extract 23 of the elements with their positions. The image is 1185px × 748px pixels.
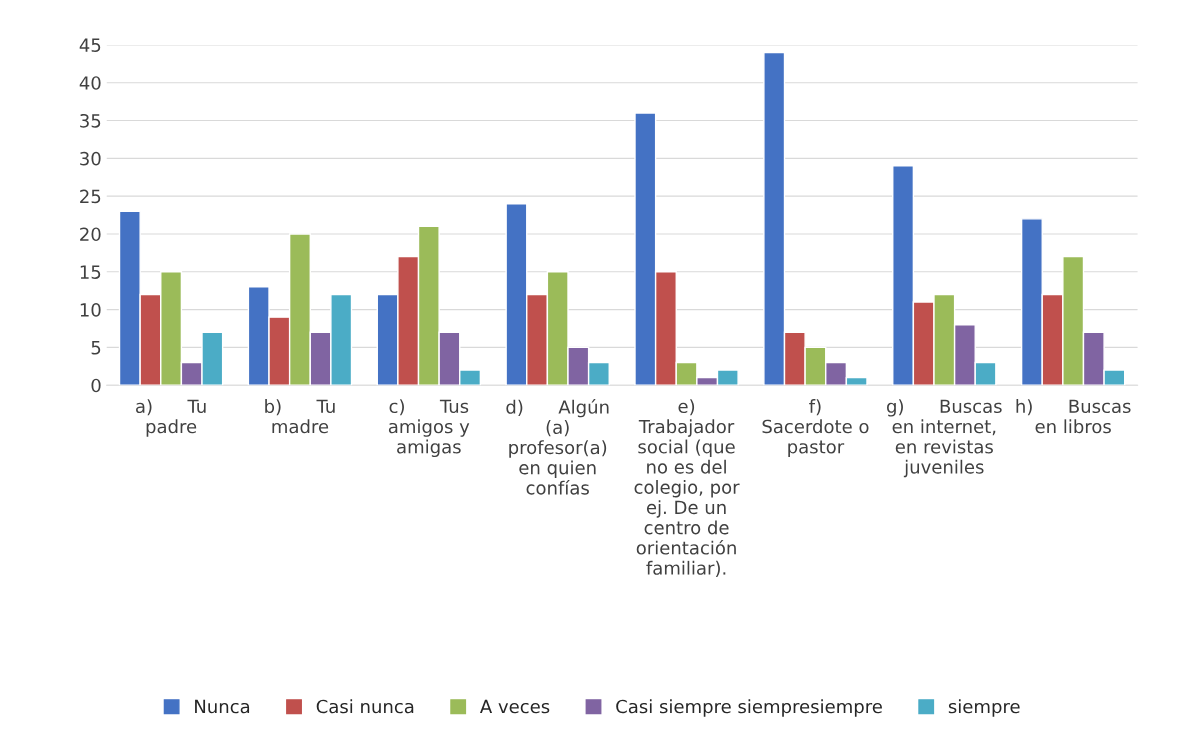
x-tick-label: f) Sacerdote o pastor — [762, 399, 869, 458]
legend-label: A veces — [479, 699, 550, 714]
x-tick-label: c) Tus amigos y amigas — [388, 399, 470, 458]
x-tick-label: g) Buscas en internet, en revistas juveniles — [887, 399, 1002, 478]
x-tick-label: b) Tu madre — [265, 399, 335, 434]
x-tick-label: a) Tu padre — [136, 399, 206, 437]
legend-label: siempre — [948, 699, 1020, 717]
y-tick-label: 0 — [91, 378, 101, 393]
y-tick-label: 10 — [80, 303, 101, 317]
legend-label: Casi nunca — [316, 699, 414, 714]
x-tick-label: h) Buscas en libros — [1016, 399, 1131, 434]
y-tick-label: 25 — [80, 189, 101, 204]
y-tick-label: 45 — [79, 38, 101, 52]
y-tick-label: 5 — [91, 341, 101, 355]
category-label: e) Trabajador social (que no es del colegio, por ej. De un centro de orientación familiar). — [634, 399, 740, 577]
x-tick-label: d) Algún (a) profesor(a) en quien confías — [506, 399, 609, 495]
y-tick-label: 15 — [80, 265, 101, 279]
y-tick-label: 30 — [80, 151, 101, 166]
y-tick-label: 40 — [79, 76, 101, 90]
legend-label: Nunca — [195, 699, 250, 714]
y-tick-label: 20 — [80, 227, 101, 242]
y-tick-label: 35 — [80, 113, 101, 128]
legend-label: Casi siempre siempresiempre — [616, 699, 882, 717]
